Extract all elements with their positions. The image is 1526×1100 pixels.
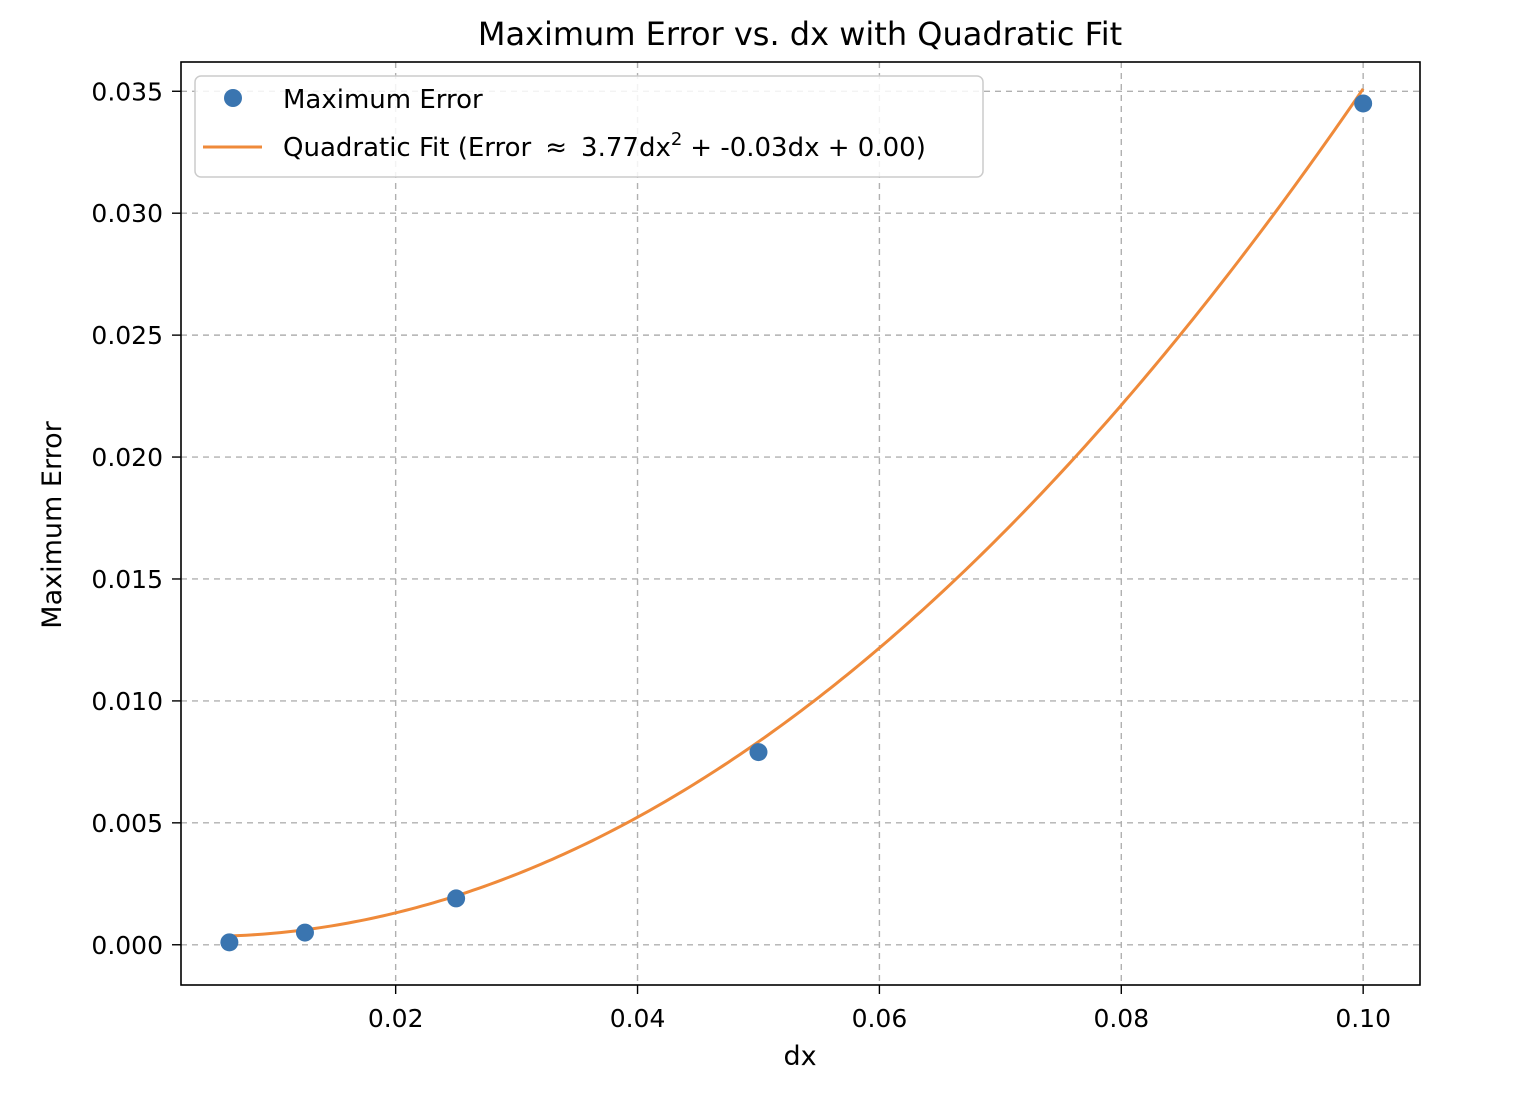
- y-tick-label: 0.020: [91, 443, 163, 472]
- chart-title: Maximum Error vs. dx with Quadratic Fit: [478, 15, 1122, 53]
- y-tick-label: 0.030: [91, 199, 163, 228]
- y-tick-label: 0.010: [91, 687, 163, 716]
- x-axis-label: dx: [783, 1041, 816, 1072]
- legend-label-quadratic-fit: Quadratic Fit (Error ≈3.77dx2 + -0.03dx + …: [283, 129, 926, 163]
- x-tick-label: 0.08: [1093, 1004, 1149, 1033]
- data-point: [749, 743, 768, 762]
- legend-fit-suffix: + -0.03dx + 0.00): [690, 133, 926, 163]
- x-tick-label: 0.10: [1335, 1004, 1391, 1033]
- data-points: [220, 94, 1373, 952]
- quadratic-fit-line: [229, 87, 1365, 938]
- legend-marker-maximum-error: [224, 89, 242, 107]
- legend: Maximum Error Quadratic Fit (Error ≈3.77d…: [194, 75, 984, 178]
- legend-label-maximum-error: Maximum Error: [283, 85, 483, 115]
- x-tick-label: 0.02: [368, 1004, 424, 1033]
- y-tick-label: 0.035: [91, 77, 163, 106]
- fit-layer: [229, 87, 1365, 938]
- y-tick-label: 0.005: [91, 809, 163, 838]
- legend-fit-prefix: Quadratic Fit (Error: [283, 133, 532, 163]
- y-tick-label: 0.000: [91, 931, 163, 960]
- y-tick-label: 0.025: [91, 321, 163, 350]
- data-point: [295, 923, 314, 942]
- x-tick-label: 0.06: [852, 1004, 908, 1033]
- x-tick-label: 0.04: [610, 1004, 666, 1033]
- plot-area: [181, 62, 1420, 985]
- plot-frame: [180, 61, 1421, 986]
- y-axis-ticks: 0.000 0.005 0.010 0.015 0.020 0.025 0.030 0.035: [91, 77, 181, 960]
- y-axis-label: Maximum Error: [37, 420, 68, 628]
- y-tick-label: 0.015: [91, 565, 163, 594]
- legend-fit-mid: 3.77dx: [581, 133, 671, 163]
- legend-fit-approx: ≈: [545, 133, 567, 163]
- legend-box: [194, 75, 984, 178]
- data-point: [220, 933, 239, 952]
- data-point: [447, 889, 466, 908]
- legend-fit-superscript: 2: [671, 129, 682, 150]
- x-axis-ticks: 0.02 0.04 0.06 0.08 0.10: [368, 985, 1391, 1033]
- data-point: [1354, 94, 1373, 113]
